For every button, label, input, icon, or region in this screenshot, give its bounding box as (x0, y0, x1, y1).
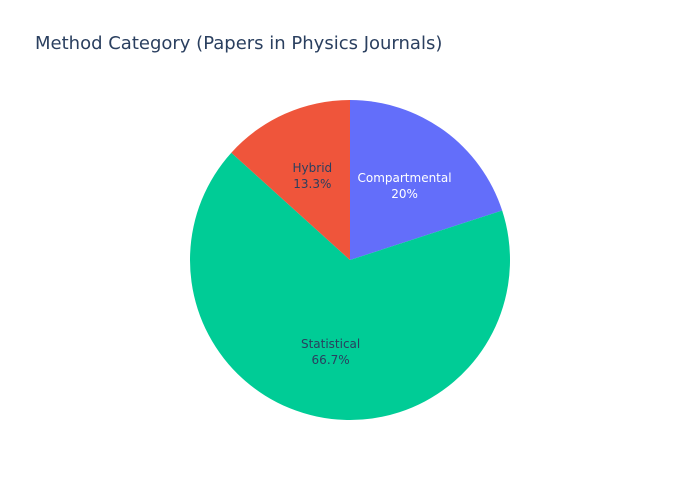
pie-label-compartmental: Compartmental 20% (357, 171, 451, 201)
pie-label-percent: 13.3% (293, 177, 331, 191)
chart-title: Method Category (Papers in Physics Journ… (35, 33, 443, 54)
pie-label-percent: 20% (391, 187, 418, 201)
pie-label-category: Compartmental (357, 171, 451, 185)
pie-slice-hybrid[interactable] (231, 100, 350, 260)
pie-slice-compartmental[interactable] (350, 100, 503, 260)
pie-slices (189, 100, 511, 420)
pie-label-hybrid: Hybrid 13.3% (293, 161, 333, 191)
pie-label-statistical: Statistical 66.7% (301, 337, 360, 367)
pie-label-percent: 66.7% (312, 353, 350, 367)
pie-label-category: Hybrid (293, 161, 333, 175)
pie-label-category: Statistical (301, 337, 360, 351)
pie-labels: Compartmental 20% Statistical 66.7% Hybrid 13… (293, 161, 452, 367)
pie-slice-statistical[interactable] (189, 152, 511, 420)
